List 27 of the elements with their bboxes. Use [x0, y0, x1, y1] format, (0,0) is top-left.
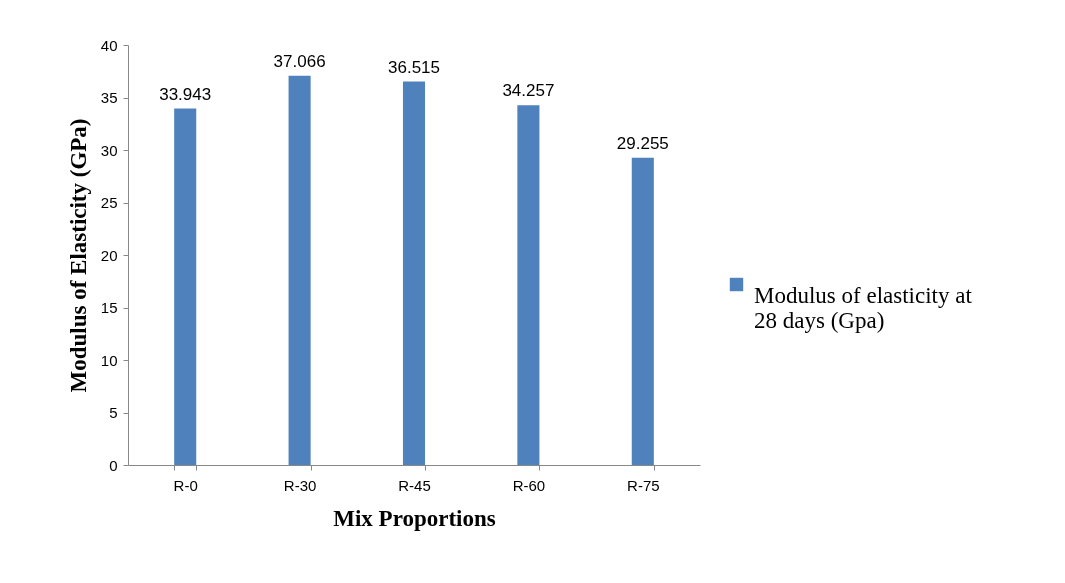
data-label: 29.255 [616, 133, 669, 153]
y-tick-label: 0 [109, 456, 118, 474]
bar [402, 81, 426, 465]
bar [517, 105, 540, 465]
bar [288, 75, 311, 465]
y-tick-label: 40 [100, 36, 118, 54]
y-tick-label: 30 [100, 141, 118, 159]
data-label: 33.943 [159, 84, 212, 104]
data-label: 34.257 [502, 81, 555, 101]
y-tick-label: 5 [109, 404, 118, 421]
x-tick-label: R-0 [173, 476, 198, 494]
x-axis-title: Mix Proportions [333, 505, 496, 531]
legend-label: Modulus of elasticity at 28 days (Gpa) [754, 282, 973, 333]
data-label: 36.515 [388, 57, 440, 77]
bar [631, 157, 654, 465]
y-tick-label: 20 [100, 246, 118, 264]
data-label: 37.066 [273, 51, 326, 71]
bar [174, 108, 197, 465]
x-tick-label: R-45 [398, 476, 431, 494]
x-tick-label: R-60 [512, 476, 546, 494]
y-tick-label: 15 [100, 299, 118, 316]
y-tick-label: 35 [100, 89, 118, 106]
y-tick-label: 10 [100, 351, 118, 369]
y-tick-label: 25 [100, 194, 118, 211]
y-axis-title: Modulus of Elasticity (GPa) [65, 118, 91, 393]
x-tick-label: R-30 [283, 476, 317, 494]
x-tick-label: R-75 [627, 476, 660, 494]
